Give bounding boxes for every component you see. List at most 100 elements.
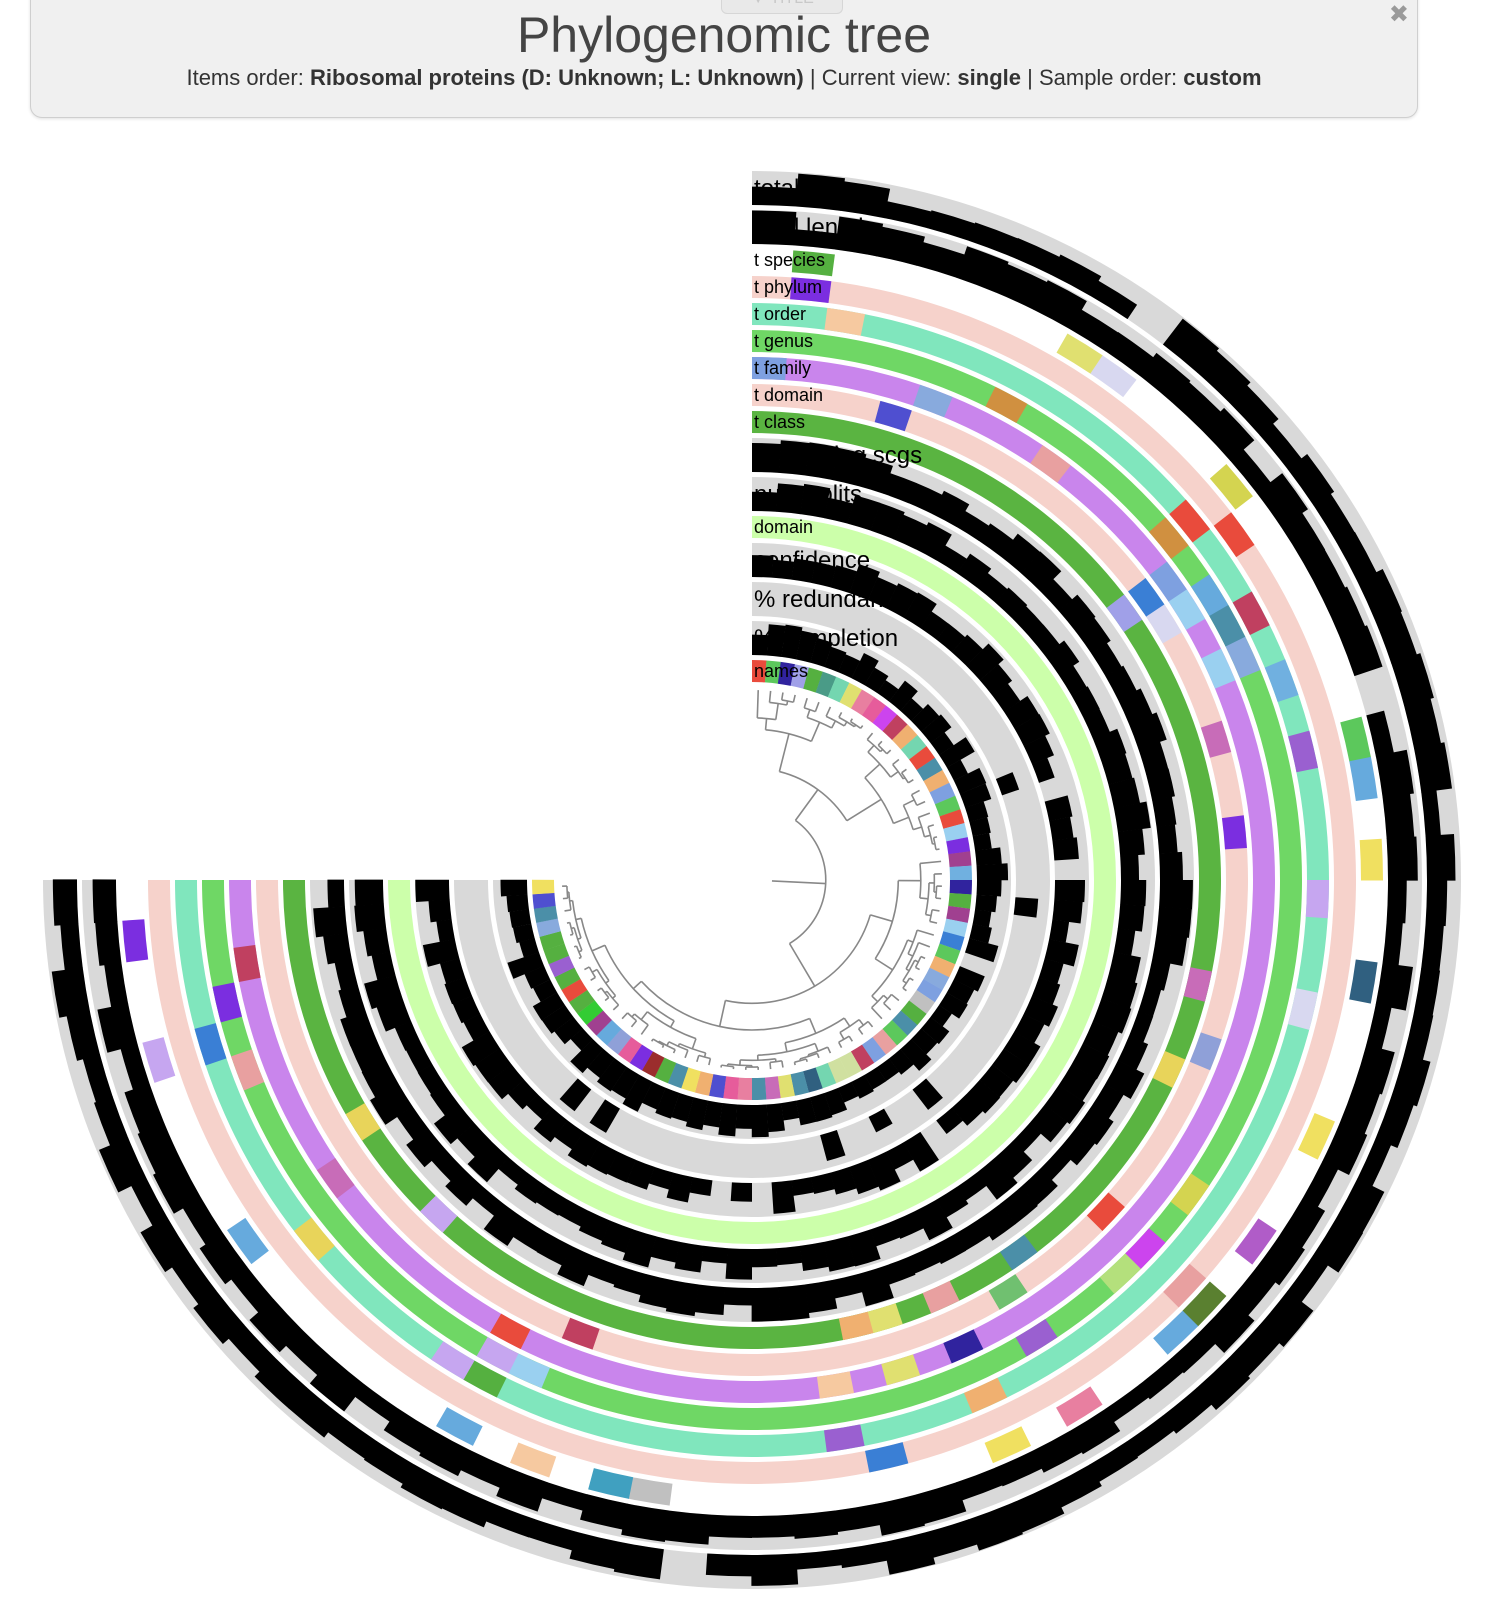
tree-branch: [756, 690, 760, 718]
tree-branch: [666, 1041, 670, 1046]
bar-mark: [1425, 880, 1448, 927]
layer-label-t_phylum[interactable]: t phylum: [754, 277, 822, 297]
layer-label-supporting_scgs[interactable]: supporting scgs: [754, 442, 922, 469]
category-mark: [1125, 1228, 1166, 1270]
bar-mark: [921, 714, 952, 744]
bar-mark: [1382, 921, 1403, 966]
bar-mark: [823, 1236, 856, 1272]
bar-mark: [641, 1081, 666, 1110]
bar-mark: [930, 732, 954, 756]
tree-branch: [902, 987, 907, 992]
tree-branch: [816, 1053, 820, 1059]
category-mark: [867, 1303, 903, 1334]
tree-branch: [740, 1057, 776, 1062]
bar-mark: [791, 1177, 815, 1196]
close-icon[interactable]: ✖: [1388, 1, 1409, 28]
bar-mark: [419, 1430, 471, 1477]
layer-label-redundancy[interactable]: % redundancy: [754, 586, 907, 613]
layer-label-t_family[interactable]: t family: [754, 358, 811, 378]
title-toggle-tab[interactable]: ▼ TITLE: [721, 0, 843, 14]
category-mark: [436, 1407, 483, 1446]
layer-labels: names % completion % redundancy confidence d…: [754, 175, 922, 681]
bar-mark: [912, 1078, 943, 1110]
bar-mark: [870, 502, 905, 540]
layer-label-t_species[interactable]: t species: [754, 250, 825, 270]
bar-mark: [600, 1220, 634, 1254]
category-mark: [1128, 578, 1165, 618]
tree-branch: [768, 690, 772, 703]
layer-label-t_class[interactable]: t class: [754, 412, 805, 432]
bar-mark: [995, 772, 1020, 796]
bar-mark: [1322, 586, 1366, 638]
bar-mark: [363, 927, 391, 957]
leaf-color: [533, 905, 558, 923]
tree-branch: [860, 725, 864, 729]
bar-mark: [66, 1011, 101, 1061]
leaf-color: [923, 967, 950, 991]
tree-branch: [806, 716, 833, 729]
bar-mark: [452, 995, 481, 1024]
bar-mark: [457, 1123, 492, 1158]
bar-mark: [199, 1232, 248, 1285]
layer-label-confidence[interactable]: confidence: [754, 547, 870, 574]
layer-label-domain[interactable]: domain: [754, 517, 813, 537]
bar-mark: [1092, 998, 1132, 1034]
layer-label-completion[interactable]: % completion: [754, 625, 898, 652]
bar-mark: [839, 1542, 888, 1569]
bar-mark: [1071, 686, 1100, 718]
category-mark: [1209, 463, 1253, 510]
leaf-color: [777, 1074, 795, 1099]
bar-mark: [254, 1356, 307, 1409]
bar-mark: [771, 1180, 796, 1214]
bar-mark: [613, 1541, 664, 1580]
leaf-color: [891, 1010, 918, 1036]
bar-mark: [417, 1064, 446, 1095]
bar-mark: [994, 1450, 1043, 1487]
leaf-color: [723, 1076, 740, 1100]
bar-mark: [1425, 833, 1456, 881]
layer-label-total_scgs[interactable]: total scgs: [754, 175, 855, 202]
leaf-color: [892, 724, 918, 750]
bar-mark: [528, 1518, 578, 1551]
tree-branch: [848, 1035, 854, 1042]
tree-branch: [910, 794, 918, 806]
bar-mark: [1029, 1104, 1068, 1143]
leaf-color: [882, 1020, 908, 1046]
tree-branch: [919, 860, 942, 865]
tree-branch: [803, 707, 816, 713]
bar-mark: [193, 1290, 245, 1345]
bar-mark: [400, 1464, 454, 1510]
tree-branch: [672, 1049, 676, 1054]
category-mark: [510, 1442, 557, 1478]
tree-branch: [927, 824, 935, 828]
leaf-color: [539, 931, 565, 951]
tree-branch: [912, 826, 922, 831]
bar-mark: [1052, 899, 1083, 924]
bar-mark: [883, 201, 932, 229]
layer-label-num_splits[interactable]: num splits: [754, 481, 862, 508]
bar-mark: [1197, 350, 1251, 404]
bar-mark: [979, 664, 1013, 696]
bar-mark: [334, 959, 358, 991]
layer-label-t_genus[interactable]: t genus: [754, 331, 813, 351]
bar-mark: [1357, 1138, 1392, 1187]
bar-mark: [995, 263, 1048, 310]
bar-mark: [1146, 768, 1175, 801]
bar-mark: [751, 1553, 799, 1586]
layer-label-t_domain[interactable]: t domain: [754, 385, 823, 405]
bar-mark: [1089, 280, 1138, 320]
layer-label-t_order[interactable]: t order: [754, 304, 806, 324]
category-mark: [1148, 517, 1189, 559]
category-mark: [865, 1442, 909, 1473]
bar-mark: [870, 1220, 901, 1247]
bar-mark: [554, 1016, 583, 1045]
bar-mark: [98, 1137, 147, 1193]
layer-label-total_length[interactable]: total length: [754, 214, 871, 241]
bar-mark: [1390, 1054, 1431, 1107]
bar-mark: [327, 879, 345, 908]
category-mark: [227, 1217, 269, 1265]
tree-branch: [892, 758, 900, 766]
layer-redundancy: [454, 582, 1050, 1178]
layer-label-names[interactable]: names: [754, 661, 808, 681]
